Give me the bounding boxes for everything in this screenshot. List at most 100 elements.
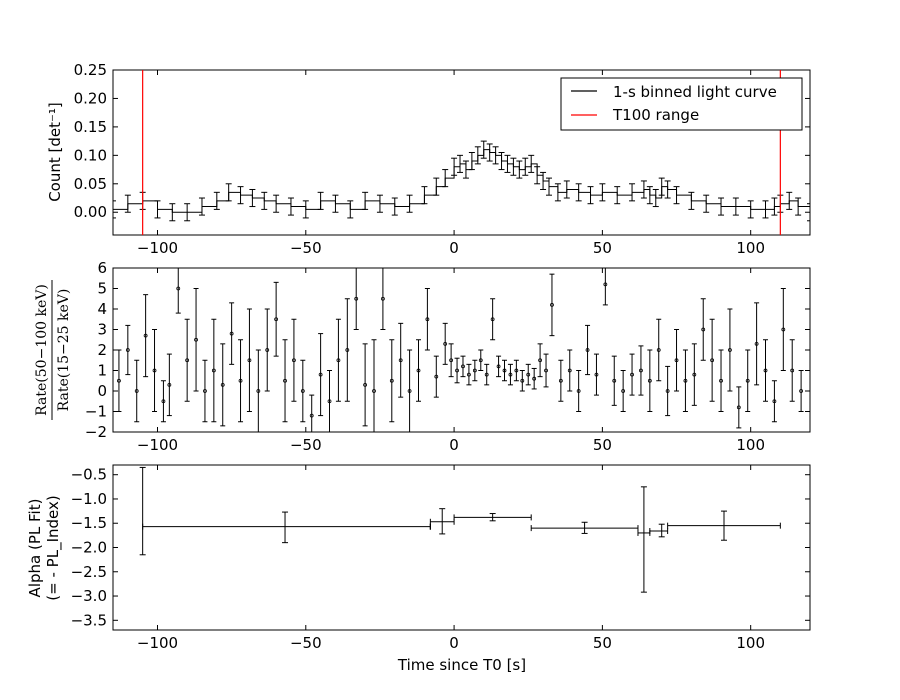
- hardness-point: [544, 368, 548, 373]
- hardness-ratio-ytick-label: −1: [85, 403, 107, 421]
- light-curve-ytick-label: 0.25: [74, 61, 107, 79]
- hardness-point: [176, 286, 181, 291]
- legend-label-light-curve: 1-s binned light curve: [613, 83, 777, 101]
- spectral-index-xtick-label: 100: [736, 634, 765, 652]
- hardness-point: [745, 378, 750, 383]
- hardness-point: [455, 368, 459, 373]
- hardness-point: [472, 368, 477, 373]
- hardness-point: [550, 302, 554, 307]
- hardness-point: [728, 348, 732, 352]
- hardness-point: [461, 364, 465, 369]
- hardness-point: [736, 405, 741, 410]
- spectral-index-ytick-label: −0.5: [71, 466, 107, 484]
- hardness-ratio-ytick-label: −2: [85, 423, 107, 441]
- hardness-point: [567, 368, 572, 373]
- hardness-point: [496, 364, 501, 369]
- spectral-index-xtick-label: −50: [290, 634, 322, 652]
- hardness-point: [520, 378, 525, 383]
- hardness-point: [656, 348, 661, 352]
- hardness-point: [134, 389, 139, 393]
- spectral-index-xtick-label: −100: [137, 634, 178, 652]
- hardness-point: [194, 337, 198, 342]
- hardness-point: [508, 372, 513, 377]
- spectral-index-xtick-label: 50: [593, 634, 612, 652]
- hardness-point: [621, 389, 626, 393]
- hardness-ratio-xtick-label: −100: [137, 436, 178, 454]
- hardness-ratio-ylabel-numerator: Rate(50−100 keV): [34, 284, 50, 416]
- hardness-point: [354, 296, 359, 301]
- hardness-point: [799, 389, 804, 393]
- hardness-point: [300, 389, 305, 393]
- hardness-point: [639, 368, 643, 373]
- hardness-point: [389, 378, 394, 383]
- hardness-point: [683, 378, 688, 383]
- hardness-ratio-ylabel: Rate(50−100 keV) Rate(15−25 keV): [34, 280, 72, 420]
- spectral-index-ytick-label: −3.5: [71, 611, 107, 629]
- hardness-point: [425, 317, 430, 322]
- light-curve-xtick-label: 0: [449, 239, 459, 257]
- hardness-ratio-ytick-label: 5: [97, 280, 107, 298]
- hardness-ratio-xtick-label: 50: [593, 436, 612, 454]
- hardness-point: [327, 399, 332, 404]
- hardness-point: [265, 348, 270, 352]
- hardness-point: [185, 358, 190, 363]
- hardness-point: [502, 368, 507, 373]
- hardness-point: [576, 389, 581, 393]
- hardness-point: [309, 413, 314, 418]
- light-curve-ylabel: Count [det⁻¹]: [46, 102, 64, 202]
- legend-label-t100: T100 range: [612, 106, 699, 124]
- hardness-point: [763, 368, 768, 373]
- hardness-point: [478, 358, 483, 363]
- hardness-point: [490, 317, 495, 322]
- hardness-point: [514, 368, 519, 373]
- hardness-ratio-ytick-label: 4: [97, 300, 107, 318]
- hardness-ratio-ytick-label: 3: [97, 321, 107, 339]
- hardness-point: [256, 389, 261, 393]
- hardness-point: [665, 389, 670, 393]
- spectral-index-ytick-label: −1.5: [71, 514, 107, 532]
- hardness-point: [247, 358, 252, 363]
- hardness-point: [710, 358, 715, 363]
- hardness-ratio-xtick-label: 0: [449, 436, 459, 454]
- hardness-ratio-ytick-label: 1: [97, 362, 107, 380]
- hardness-point: [407, 389, 412, 393]
- hardness-ratio-ytick-label: 0: [97, 382, 107, 400]
- hardness-point: [585, 348, 590, 352]
- hardness-point: [229, 331, 234, 336]
- hardness-point: [719, 378, 723, 383]
- light-curve-plot-frame: [112, 69, 811, 236]
- hardness-ratio-plot-area: [116, 268, 804, 432]
- spectral-index-ytick-label: −2.0: [71, 539, 107, 557]
- light-curve-xtick-label: 100: [736, 239, 765, 257]
- hardness-point: [143, 333, 148, 338]
- light-curve-xtick-label: −50: [290, 239, 322, 257]
- hardness-point: [203, 389, 207, 393]
- hardness-point: [398, 358, 403, 363]
- legend-frame: [560, 77, 803, 131]
- hardness-point: [274, 317, 279, 322]
- hardness-point: [467, 372, 471, 377]
- spectral-index-ylabel-line1: Alpha (PL Fit): [26, 499, 44, 598]
- hardness-point: [363, 382, 368, 387]
- hardness-point: [701, 327, 706, 332]
- light-curve-ytick-label: 0.15: [74, 118, 107, 136]
- hardness-ratio-plot-frame: [112, 267, 811, 433]
- hardness-point: [630, 372, 634, 377]
- hardness-point: [647, 378, 652, 383]
- hardness-point: [532, 376, 537, 381]
- hardness-point: [372, 389, 376, 393]
- light-curve-xtick-label: 50: [593, 239, 612, 257]
- spectral-index-xtick-label: 0: [449, 634, 459, 652]
- hardness-point: [434, 374, 439, 379]
- spectral-index-plot-frame: [112, 464, 811, 631]
- hardness-point: [674, 358, 679, 363]
- light-curve-plot-area: [113, 70, 810, 235]
- hardness-point: [612, 378, 617, 383]
- hardness-point: [167, 382, 172, 387]
- hardness-ratio-panel: −100 −50 0 50 100 −2 −1 0 1 2 3 4 5 6: [85, 259, 811, 454]
- hardness-ratio-ylabel-denominator: Rate(15−25 keV): [56, 289, 72, 412]
- hardness-point: [558, 378, 563, 383]
- hardness-point: [781, 327, 786, 332]
- hardness-point: [117, 378, 121, 383]
